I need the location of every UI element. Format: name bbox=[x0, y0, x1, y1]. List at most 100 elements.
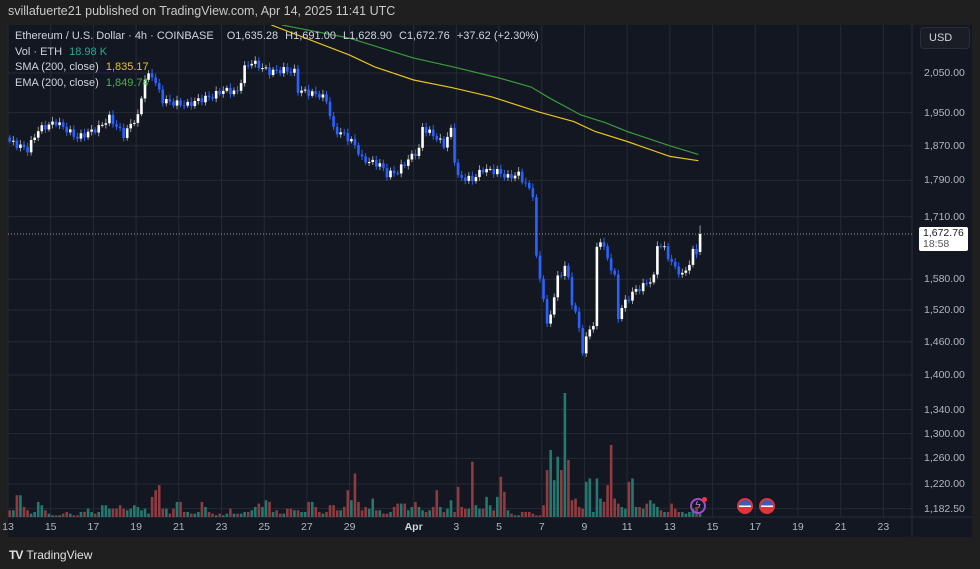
candle-body bbox=[339, 132, 343, 135]
candle-body bbox=[645, 283, 649, 285]
candle-body bbox=[378, 163, 382, 167]
close-value: C1,672.76 bbox=[399, 30, 450, 42]
volume-bar bbox=[318, 511, 321, 517]
volume-bar bbox=[243, 511, 246, 517]
volume-bar bbox=[414, 501, 417, 517]
us-flag-event-icon[interactable] bbox=[737, 498, 753, 514]
lightning-event-icon[interactable]: ϟ bbox=[690, 497, 707, 514]
volume-bar bbox=[104, 505, 108, 517]
candle-body bbox=[460, 175, 463, 178]
candle-body bbox=[574, 305, 577, 312]
candle-body bbox=[268, 67, 271, 75]
price-tick-label: 1,580.00 bbox=[924, 273, 965, 286]
sma-legend-row[interactable]: SMA (200, close) 1,835.17 bbox=[15, 60, 543, 76]
candle-body bbox=[439, 138, 442, 140]
candle-body bbox=[157, 83, 161, 90]
candle-body bbox=[652, 274, 656, 283]
ema-200-line[interactable] bbox=[281, 25, 699, 155]
volume-bar bbox=[510, 513, 513, 517]
volume-bar bbox=[278, 513, 282, 517]
sma-200-line[interactable] bbox=[271, 25, 699, 162]
volume-bar bbox=[239, 513, 243, 517]
volume-bar bbox=[342, 506, 346, 517]
candle-body bbox=[513, 175, 517, 179]
volume-bar bbox=[179, 501, 182, 517]
candle-body bbox=[456, 162, 460, 176]
candle-body bbox=[670, 259, 673, 262]
candle-body bbox=[424, 127, 428, 133]
ema-legend-row[interactable]: EMA (200, close) 1,849.74 bbox=[15, 76, 543, 92]
candle-body bbox=[350, 139, 353, 142]
candle-body bbox=[360, 154, 364, 157]
volume-bar bbox=[12, 510, 15, 517]
volume-bar bbox=[65, 511, 69, 517]
volume-bar bbox=[634, 506, 638, 517]
volume-bar bbox=[293, 510, 296, 517]
candle-body bbox=[310, 91, 314, 96]
candle-body bbox=[93, 129, 97, 133]
volume-bar bbox=[606, 485, 609, 517]
candle-body bbox=[421, 127, 424, 148]
time-tick-label: 25 bbox=[258, 521, 271, 533]
candle-body bbox=[307, 89, 310, 96]
candle-body bbox=[538, 255, 542, 279]
candle-body bbox=[140, 98, 143, 115]
volume-bar bbox=[499, 476, 503, 517]
candle-body bbox=[68, 129, 72, 133]
candle-body bbox=[328, 101, 332, 117]
candle-body bbox=[595, 246, 599, 327]
candle-body bbox=[243, 65, 246, 84]
volume-bar bbox=[300, 511, 303, 517]
volume-bar bbox=[399, 503, 403, 517]
volume-bar bbox=[439, 506, 442, 517]
volume-bar bbox=[624, 508, 627, 517]
symbol-title[interactable]: Ethereum / U.S. Dollar · 4h · COINBASE bbox=[15, 30, 214, 42]
volume-bar bbox=[531, 513, 535, 517]
candle-body bbox=[567, 265, 570, 278]
volume-bar bbox=[154, 490, 157, 517]
time-tick-label: 3 bbox=[453, 521, 460, 533]
candle-body bbox=[321, 94, 325, 98]
volume-bar bbox=[389, 511, 392, 517]
candle-body bbox=[346, 133, 350, 142]
volume-bar bbox=[403, 503, 407, 517]
candle-body bbox=[616, 274, 620, 319]
volume-bar bbox=[325, 511, 328, 517]
volume-bar bbox=[207, 511, 211, 517]
volume-bar bbox=[150, 496, 154, 517]
price-tick-label: 1,460.00 bbox=[924, 335, 965, 348]
chart-panel[interactable] bbox=[8, 25, 972, 537]
candle-body bbox=[165, 99, 168, 104]
us-flag-event-icon[interactable] bbox=[759, 498, 775, 514]
candle-body bbox=[620, 308, 624, 319]
candle-body bbox=[133, 122, 136, 124]
candle-body bbox=[15, 140, 19, 148]
volume-bar bbox=[588, 478, 592, 517]
volume-bar bbox=[108, 508, 111, 517]
candle-body bbox=[72, 129, 76, 137]
candle-body bbox=[19, 144, 22, 148]
volume-bar bbox=[51, 515, 54, 517]
volume-bar bbox=[165, 508, 168, 517]
currency-button[interactable]: USD bbox=[920, 27, 970, 49]
volume-bar bbox=[681, 511, 684, 517]
volume-bar bbox=[552, 480, 556, 517]
candle-body bbox=[641, 283, 645, 292]
time-tick-label: 19 bbox=[792, 521, 804, 533]
volume-bar bbox=[378, 510, 382, 517]
candle-body bbox=[407, 159, 410, 166]
candle-body bbox=[332, 116, 335, 127]
volume-bar bbox=[645, 503, 649, 517]
volume-bar bbox=[8, 510, 12, 517]
candle-body bbox=[681, 272, 684, 275]
candle-body bbox=[271, 69, 275, 75]
volume-legend-row[interactable]: Vol · ETH 18.98 K bbox=[15, 45, 543, 61]
candle-body bbox=[446, 136, 449, 148]
volume-bar bbox=[175, 501, 179, 517]
candle-body bbox=[656, 246, 659, 275]
candle-body bbox=[492, 168, 496, 175]
candle-body bbox=[510, 174, 513, 179]
time-tick-label: 9 bbox=[581, 521, 588, 533]
volume-bar bbox=[100, 505, 104, 517]
